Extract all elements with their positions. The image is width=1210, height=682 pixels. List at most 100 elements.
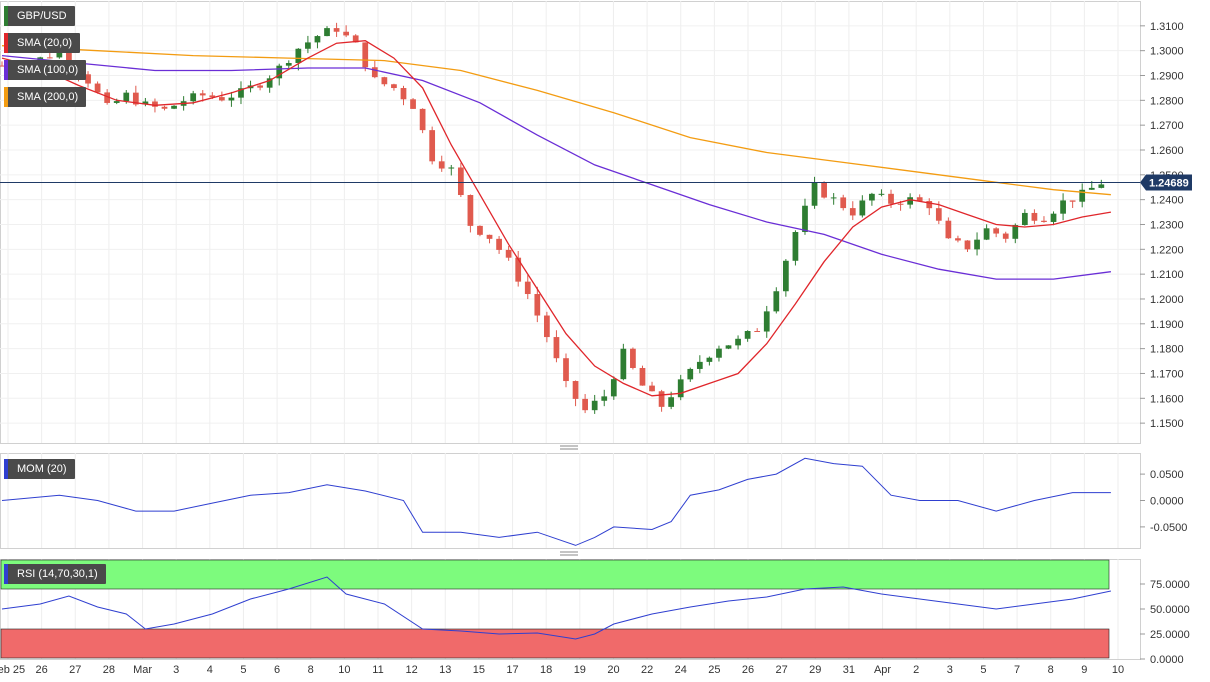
candle-body: [668, 397, 675, 407]
candle-body: [515, 257, 522, 282]
candle-body: [582, 398, 588, 411]
candle-body: [716, 348, 722, 358]
x-tick-label: 27: [776, 664, 788, 676]
candle-body: [754, 331, 761, 333]
current-price-tag: [1140, 174, 1192, 191]
candle-body: [314, 36, 321, 43]
candle-body: [381, 77, 388, 85]
candle-body: [85, 74, 91, 84]
candle-body: [993, 228, 1000, 234]
x-tick-label: 25: [708, 664, 720, 676]
x-tick-label: 27: [69, 664, 81, 676]
sma20-line: [1, 40, 1112, 397]
candle-body: [849, 208, 856, 216]
legend-sma100-swatch: [4, 60, 8, 80]
candle-body: [620, 348, 627, 380]
legend-sma200-swatch: [4, 87, 8, 107]
candle-body: [1002, 233, 1009, 239]
candle-body: [821, 182, 827, 198]
x-tick-label: 3: [947, 664, 953, 676]
candle-body: [362, 42, 369, 68]
candle-body: [467, 195, 474, 226]
candle-body: [419, 108, 426, 131]
sma100-line: [1, 54, 1111, 280]
candle-body: [544, 315, 550, 338]
candle-body: [802, 205, 808, 233]
candle-body: [391, 84, 397, 89]
candle-body: [964, 240, 971, 250]
x-tick-label: 11: [372, 664, 383, 676]
legend-symbol[interactable]: GBP/USD: [4, 6, 75, 26]
candle-body: [869, 193, 875, 201]
candle-body: [1050, 213, 1057, 222]
candle-body: [945, 220, 952, 239]
candle-body: [658, 391, 665, 407]
candle-body: [228, 97, 235, 101]
candle-body: [725, 345, 732, 349]
y-tick-label: 1.2700: [1150, 120, 1184, 132]
candle-body: [333, 28, 340, 32]
x-tick-label: 3: [173, 664, 179, 676]
candle-body: [457, 167, 464, 196]
candle-body: [352, 35, 359, 43]
candle-body: [104, 92, 111, 103]
momentum-panel-frame: [0, 453, 1141, 549]
x-tick-label: 19: [574, 664, 586, 676]
candle-body: [257, 85, 263, 88]
x-tick-label: 8: [1048, 664, 1054, 676]
candle-body: [171, 105, 177, 109]
candle-body: [56, 50, 63, 58]
rsi-y-tick-label: 50.0000: [1150, 604, 1190, 616]
legend-momentum-swatch: [4, 459, 8, 479]
candle-body: [113, 101, 120, 103]
momentum-y-tick-label: 0.0500: [1150, 469, 1184, 481]
rsi-y-tick-label: 75.0000: [1150, 579, 1190, 591]
legend-rsi-swatch: [4, 564, 8, 584]
candle-body: [859, 200, 866, 216]
legend-sma200[interactable]: SMA (200,0): [4, 87, 87, 107]
candle-body: [572, 381, 579, 399]
x-tick-label: 5: [240, 664, 246, 676]
y-tick-label: 1.2600: [1150, 145, 1184, 157]
candle-body: [66, 50, 72, 66]
candle-body: [1060, 200, 1066, 214]
candle-body: [496, 238, 502, 250]
candle-body: [190, 93, 197, 102]
momentum-y-tick-label: 0.0000: [1150, 496, 1184, 508]
legend-rsi-label: RSI (14,70,30,1): [17, 568, 98, 580]
candle-body: [1041, 220, 1047, 222]
x-tick-label: 26: [742, 664, 754, 676]
candle-body: [94, 83, 101, 93]
legend-sma100[interactable]: SMA (100,0): [4, 60, 87, 80]
candle-body: [410, 99, 416, 109]
x-tick-label: 2: [913, 664, 919, 676]
rsi-y-tick-label: 25.0000: [1150, 629, 1190, 641]
candle-body: [935, 208, 942, 221]
candle-body: [324, 28, 330, 37]
candle-body: [907, 197, 914, 205]
y-tick-label: 1.2900: [1150, 70, 1184, 82]
x-tick-label: 18: [540, 664, 552, 676]
legend-sma20[interactable]: SMA (20,0): [4, 33, 81, 53]
candle-body: [152, 101, 158, 107]
candle-body: [649, 385, 655, 392]
candle-body: [744, 331, 751, 339]
x-tick-label: 4: [207, 664, 213, 676]
legend-sma200-label: SMA (200,0): [17, 91, 79, 103]
candle-body: [916, 197, 923, 202]
candle-body: [830, 197, 837, 199]
x-tick-label: 17: [506, 664, 518, 676]
candle-body: [238, 88, 244, 98]
candle-body: [448, 167, 455, 169]
legend-rsi[interactable]: RSI (14,70,30,1): [4, 564, 106, 584]
candle-body: [1079, 189, 1086, 202]
candle-body: [285, 63, 292, 66]
legend-momentum[interactable]: MOM (20): [4, 459, 75, 479]
y-tick-label: 1.3100: [1150, 21, 1184, 33]
x-tick-label: 12: [406, 664, 418, 676]
rsi-y-tick-label: 0.0000: [1150, 654, 1184, 666]
candle-body: [696, 361, 703, 369]
x-tick-label: 29: [809, 664, 821, 676]
candle-body: [209, 95, 216, 98]
x-tick-label: 10: [1112, 664, 1124, 676]
